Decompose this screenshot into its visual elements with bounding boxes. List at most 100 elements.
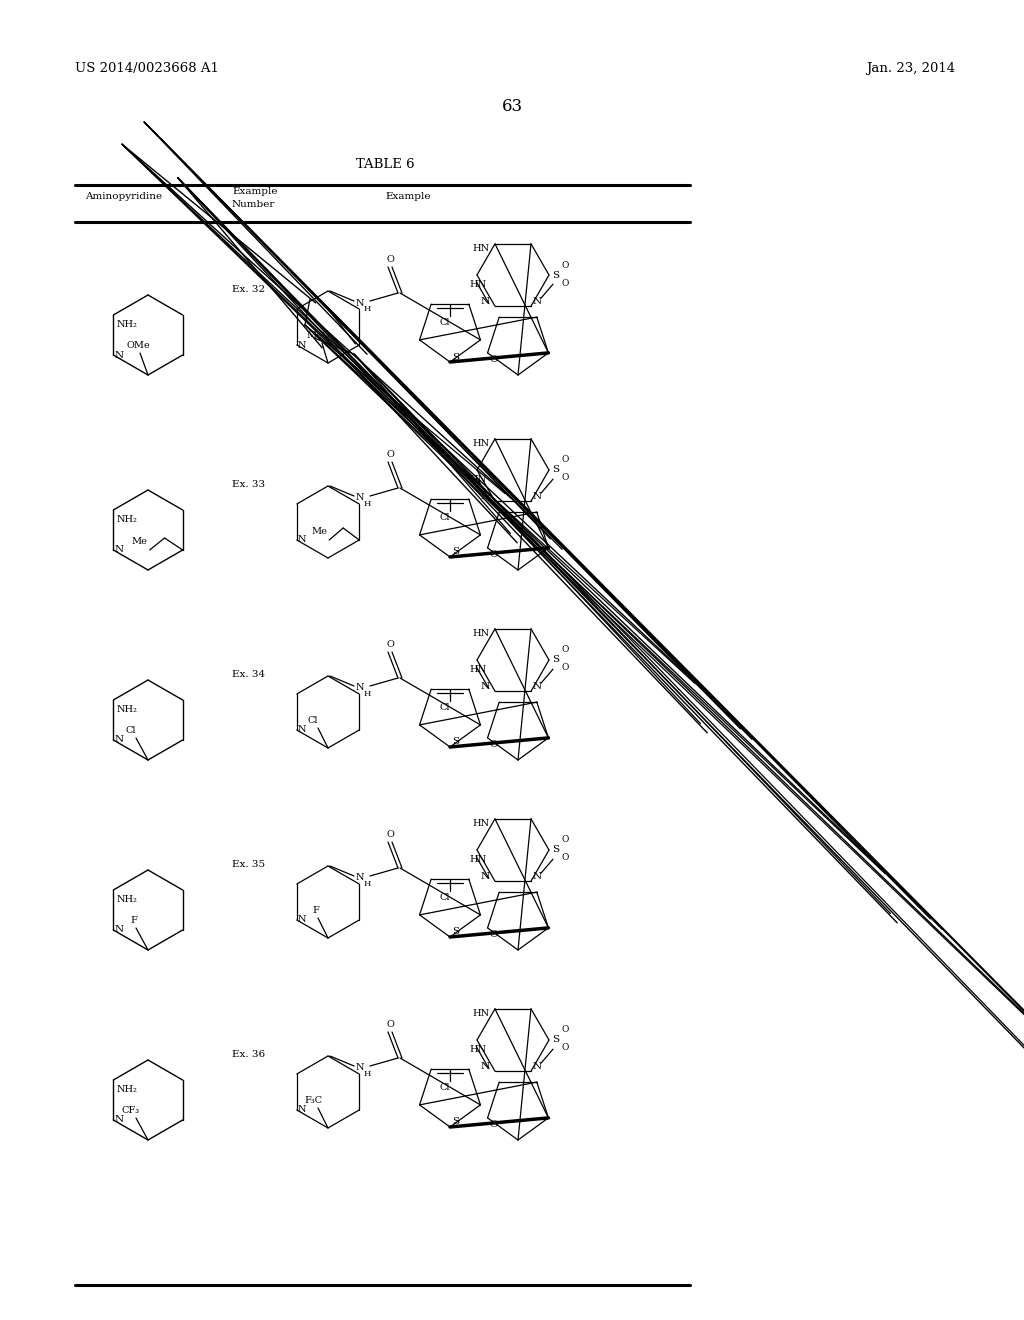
Text: Ex. 33: Ex. 33	[232, 480, 265, 488]
Text: O: O	[562, 455, 569, 465]
Text: HN: HN	[470, 475, 487, 483]
Text: N: N	[356, 684, 365, 693]
Text: Example: Example	[232, 187, 278, 195]
Text: N: N	[534, 681, 542, 690]
Text: TABLE 6: TABLE 6	[355, 158, 415, 172]
Text: N: N	[115, 545, 124, 554]
Text: N: N	[481, 681, 490, 690]
Text: US 2014/0023668 A1: US 2014/0023668 A1	[75, 62, 219, 75]
Text: Example: Example	[385, 191, 430, 201]
Text: N: N	[481, 1061, 490, 1071]
Text: Me: Me	[311, 527, 328, 536]
Text: N: N	[356, 874, 365, 883]
Text: Cl: Cl	[439, 1084, 451, 1092]
Text: H: H	[364, 305, 372, 313]
Text: N: N	[481, 491, 490, 500]
Text: S: S	[552, 271, 559, 280]
Text: N: N	[356, 298, 365, 308]
Text: Me: Me	[132, 537, 147, 546]
Text: Cl: Cl	[439, 894, 451, 902]
Text: HN: HN	[473, 820, 490, 829]
Text: N: N	[534, 491, 542, 500]
Text: O: O	[562, 279, 569, 288]
Text: Ex. 35: Ex. 35	[232, 861, 265, 869]
Text: O: O	[562, 260, 569, 269]
Text: N: N	[356, 494, 365, 503]
Text: Cl: Cl	[126, 726, 136, 735]
Text: H: H	[364, 880, 372, 888]
Text: S: S	[452, 1118, 459, 1126]
Text: O: O	[489, 741, 499, 748]
Text: O: O	[562, 1026, 569, 1035]
Text: N: N	[481, 871, 490, 880]
Text: O: O	[489, 1119, 499, 1129]
Text: Cl: Cl	[308, 715, 318, 725]
Text: O: O	[562, 474, 569, 483]
Text: O: O	[386, 450, 394, 459]
Text: Jan. 23, 2014: Jan. 23, 2014	[866, 62, 955, 75]
Text: OMe: OMe	[126, 341, 150, 350]
Text: N: N	[298, 726, 306, 734]
Text: N: N	[534, 871, 542, 880]
Text: N: N	[534, 297, 542, 306]
Text: N: N	[115, 735, 124, 744]
Text: Ex. 34: Ex. 34	[232, 671, 265, 678]
Text: O: O	[386, 1020, 394, 1030]
Text: HN: HN	[470, 1044, 487, 1053]
Text: Aminopyridine: Aminopyridine	[85, 191, 162, 201]
Text: O: O	[562, 836, 569, 845]
Text: N: N	[298, 1106, 306, 1114]
Text: S: S	[552, 1035, 559, 1044]
Text: O: O	[562, 1044, 569, 1052]
Text: S: S	[452, 738, 459, 747]
Text: F₃C: F₃C	[304, 1096, 323, 1105]
Text: NH₂: NH₂	[117, 705, 137, 714]
Text: S: S	[552, 846, 559, 854]
Text: Ex. 32: Ex. 32	[232, 285, 265, 294]
Text: N: N	[115, 1115, 124, 1125]
Text: O: O	[489, 355, 499, 364]
Text: F: F	[131, 916, 137, 925]
Text: S: S	[452, 928, 459, 936]
Text: S: S	[452, 352, 459, 362]
Text: 63: 63	[502, 98, 522, 115]
Text: H: H	[364, 500, 372, 508]
Text: NH₂: NH₂	[117, 895, 137, 904]
Text: O: O	[489, 550, 499, 558]
Text: HN: HN	[473, 1010, 490, 1018]
Text: Number: Number	[232, 201, 275, 209]
Text: N: N	[298, 341, 306, 350]
Text: S: S	[452, 548, 459, 557]
Text: Cl: Cl	[439, 513, 451, 523]
Text: N: N	[298, 536, 306, 544]
Text: HN: HN	[470, 280, 487, 289]
Text: HN: HN	[473, 630, 490, 639]
Text: H: H	[364, 1071, 372, 1078]
Text: O: O	[386, 830, 394, 840]
Text: O: O	[562, 854, 569, 862]
Text: F: F	[312, 906, 319, 915]
Text: HN: HN	[473, 244, 490, 253]
Text: CF₃: CF₃	[122, 1106, 140, 1115]
Text: S: S	[552, 466, 559, 474]
Text: Ex. 36: Ex. 36	[232, 1049, 265, 1059]
Text: S: S	[552, 656, 559, 664]
Text: HN: HN	[470, 854, 487, 863]
Text: O: O	[562, 664, 569, 672]
Text: NH₂: NH₂	[117, 515, 137, 524]
Text: Cl: Cl	[439, 704, 451, 711]
Text: HN: HN	[470, 665, 487, 673]
Text: HN: HN	[473, 440, 490, 449]
Text: N: N	[534, 1061, 542, 1071]
Text: NH₂: NH₂	[117, 319, 137, 329]
Text: N: N	[356, 1064, 365, 1072]
Text: N: N	[298, 916, 306, 924]
Text: N: N	[115, 351, 124, 359]
Text: H: H	[364, 690, 372, 698]
Text: N: N	[115, 925, 124, 935]
Text: NH₂: NH₂	[117, 1085, 137, 1094]
Text: O: O	[386, 255, 394, 264]
Text: O: O	[562, 645, 569, 655]
Text: MeO: MeO	[306, 331, 330, 341]
Text: O: O	[489, 929, 499, 939]
